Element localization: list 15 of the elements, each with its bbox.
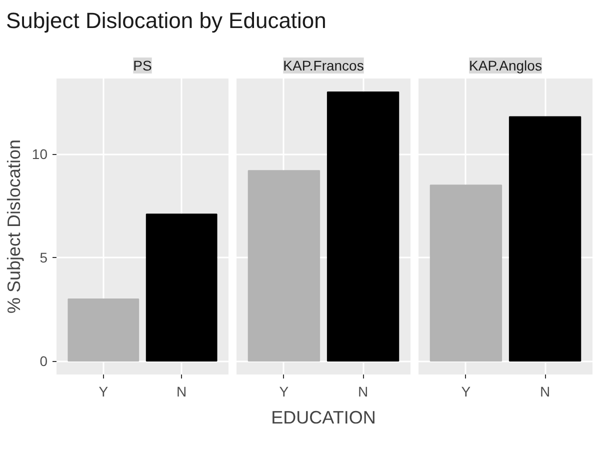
chart-title: Subject Dislocation by Education <box>6 7 326 35</box>
x-tick-label: Y <box>279 384 290 400</box>
chart-subtitle: KAP.Anglos <box>469 58 542 74</box>
x-tick-label: N <box>358 384 368 400</box>
y-tick-label: 10 <box>32 146 48 162</box>
x-axis-title: EDUCATION <box>271 408 376 428</box>
chart-subtitle: PS <box>133 58 152 74</box>
chart-subtitle: KAP.Francos <box>283 58 364 74</box>
y-axis-title: % Subject Dislocation <box>4 139 24 314</box>
y-tick-label: 5 <box>40 250 48 266</box>
x-tick-label: Y <box>461 384 472 400</box>
y-tick-label: 0 <box>40 353 48 370</box>
x-tick-label: N <box>540 384 550 400</box>
x-tick-label: N <box>176 384 187 400</box>
x-tick-label: Y <box>98 384 109 400</box>
